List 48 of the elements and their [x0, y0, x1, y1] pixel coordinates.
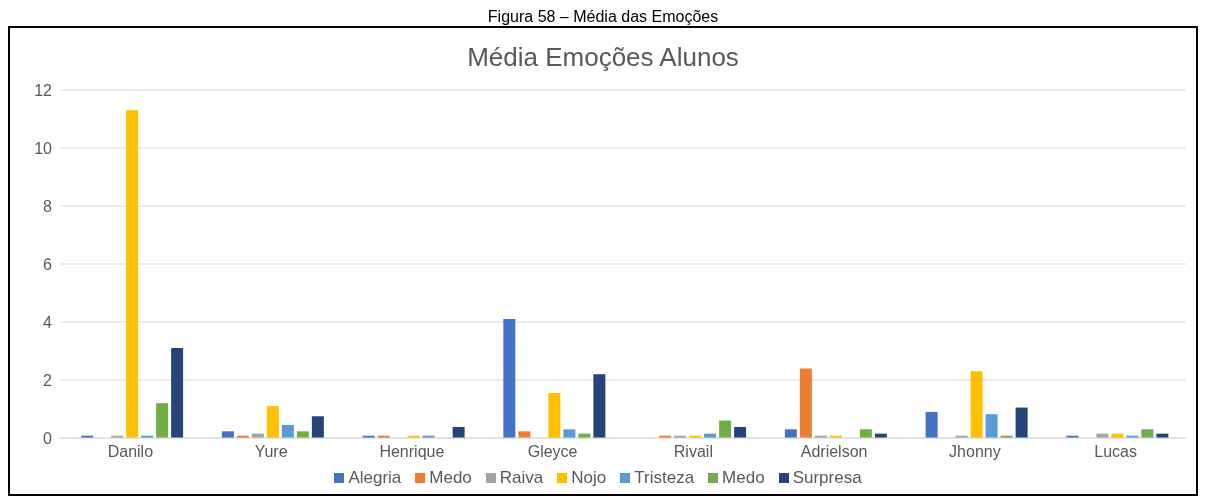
y-tick-label: 12 — [34, 81, 53, 99]
x-tick-label: Rivail — [673, 443, 713, 461]
bar — [518, 431, 531, 438]
chart-title: Média Emoções Alunos — [466, 42, 740, 74]
bar — [719, 420, 732, 438]
y-tick-label: 8 — [43, 197, 53, 215]
bar — [452, 426, 465, 438]
bar — [311, 416, 324, 438]
legend-label: Surpresa — [792, 468, 862, 488]
bar — [563, 429, 576, 438]
x-tick-label: Henrique — [379, 443, 445, 461]
y-tick-label: 4 — [43, 313, 53, 331]
legend-label: Raiva — [499, 468, 544, 488]
bar — [799, 368, 812, 438]
bar — [970, 371, 983, 438]
x-tick-label: Adrielson — [800, 443, 868, 461]
x-tick-label: Lucas — [1094, 443, 1137, 461]
bar — [266, 406, 279, 438]
bar — [1015, 407, 1028, 438]
bar — [126, 110, 139, 438]
bar — [859, 429, 872, 438]
x-tick-label: Danilo — [107, 443, 154, 461]
bar — [734, 426, 747, 438]
bar — [925, 411, 938, 438]
legend-label: Nojo — [571, 468, 607, 488]
bar — [593, 374, 606, 438]
y-tick-label: 6 — [43, 255, 53, 273]
bar — [548, 393, 561, 438]
text: Figura 58 – Média das Emoções — [486, 8, 720, 26]
legend-label: Medo — [722, 468, 765, 488]
x-tick-label: Yure — [254, 443, 288, 461]
legend-label: Medo — [429, 468, 472, 488]
y-tick-label: 2 — [43, 371, 53, 389]
x-tick-label: Jhonny — [949, 443, 1001, 461]
bar — [784, 429, 797, 438]
bar — [171, 348, 184, 438]
legend-label: Tristeza — [634, 468, 695, 488]
legend-label: Alegria — [348, 468, 402, 488]
y-tick-label: 10 — [34, 139, 53, 157]
bar — [503, 319, 516, 438]
bar — [156, 403, 169, 438]
x-tick-label: Gleyce — [527, 443, 578, 461]
bar — [281, 424, 294, 438]
bar — [296, 431, 309, 438]
bar — [221, 431, 234, 438]
y-tick-label: 0 — [43, 429, 53, 447]
bar — [1141, 429, 1154, 438]
bar — [985, 414, 998, 438]
